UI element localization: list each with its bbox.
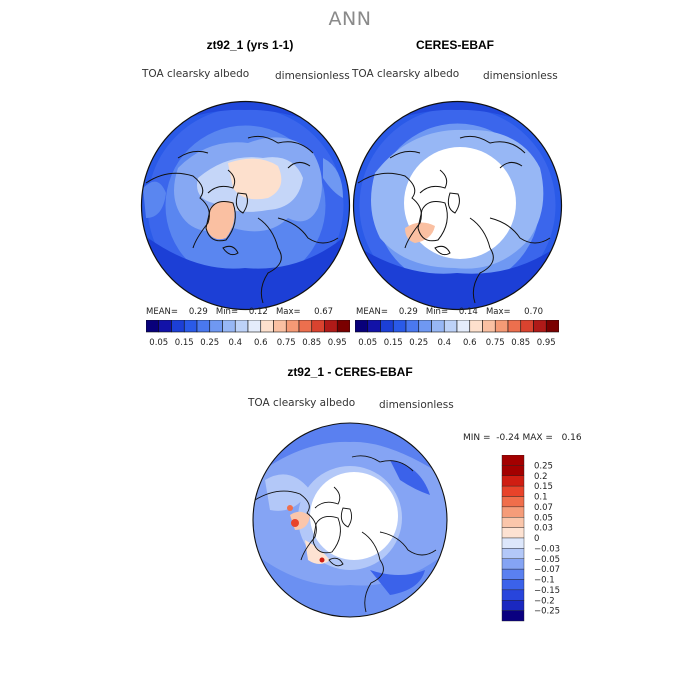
stats-obs: MEAN= 0.29 Min= 0.14 Max= 0.70 [356, 307, 544, 317]
figure-title: ANN [328, 8, 372, 30]
colorbar-diff-swatch [501, 537, 525, 549]
colorbar-model-swatch [222, 320, 236, 333]
colorbar-obs-swatch [507, 320, 522, 333]
colorbar-obs-tick-label: 0.85 [511, 338, 530, 348]
colorbar-diff-tick-label: 0.15 [534, 482, 553, 492]
colorbar-diff-swatch [501, 485, 525, 497]
colorbar-obs-swatch [392, 320, 407, 333]
variable-label-diff: TOA clearsky albedo [248, 397, 356, 409]
colorbar-model-swatch [260, 320, 274, 333]
colorbar-obs-tick-label: 0.75 [486, 338, 505, 348]
panel-title-model: zt92_1 (yrs 1-1) [206, 38, 294, 52]
colorbar-obs-swatch [380, 320, 394, 333]
stats-model: MEAN= 0.29 Min= 0.12 Max= 0.67 [146, 307, 334, 317]
colorbar-diff-swatch [501, 548, 525, 559]
variable-label-model: TOA clearsky albedo [142, 68, 250, 80]
colorbar-model-swatch [247, 320, 262, 333]
colorbar-diff-tick-label: 0.03 [534, 524, 553, 534]
colorbar-obs-swatch [520, 320, 534, 333]
colorbar-diff-swatch [501, 579, 525, 591]
colorbar-obs-tick-label: 0.15 [384, 338, 403, 348]
colorbar-diff-swatch [501, 455, 525, 466]
units-label-obs: dimensionless [483, 70, 558, 82]
colorbar-obs-swatch [367, 320, 381, 333]
colorbar-obs-swatch [545, 320, 559, 333]
colorbar-obs-swatch [533, 320, 547, 333]
colorbar-model-swatch [158, 320, 172, 333]
colorbar-model-tick-label: 0.05 [149, 338, 168, 348]
colorbar-model-swatch [209, 320, 223, 333]
colorbar-diff-tick-label: 0.1 [534, 493, 548, 503]
colorbar-diff-tick-label: −0.25 [534, 607, 560, 617]
colorbar-diff-tick-label: −0.03 [534, 544, 560, 554]
colorbar-model-swatch [146, 320, 160, 333]
colorbar-obs-tick-label: 0.6 [463, 338, 477, 348]
colorbar-model-tick-label: 0.15 [175, 338, 194, 348]
colorbar-diff-swatch [501, 558, 525, 570]
colorbar-diff-swatch [501, 496, 525, 508]
colorbar-model-tick-label: 0.4 [228, 338, 242, 348]
colorbar-diff-tick-label: 0 [534, 534, 539, 544]
colorbar-diff-tick-label: −0.1 [534, 576, 555, 586]
colorbar-model-swatch [285, 320, 300, 333]
polar-map-model [140, 100, 351, 311]
colorbar-model-swatch [298, 320, 313, 333]
colorbar-diff-swatch [501, 475, 525, 487]
colorbar-model-tick-label: 0.6 [254, 338, 268, 348]
colorbar-obs-swatch [443, 320, 458, 333]
colorbar-diff-tick-label: 0.07 [534, 503, 553, 513]
colorbar-model-swatch [324, 320, 338, 333]
colorbar-diff-swatch [501, 589, 525, 601]
colorbar-diff-swatch [501, 600, 525, 611]
colorbar-diff-swatch [501, 568, 525, 580]
colorbar-diff-tick-label: −0.15 [534, 586, 560, 596]
colorbar-obs: 0.05 0.15 0.25 0.4 0.6 0.75 0.85 0.95 [355, 320, 559, 348]
colorbar-diff-tick-label: −0.07 [534, 565, 560, 575]
colorbar-model-tick-label: 0.25 [200, 338, 219, 348]
colorbar-obs-swatch [405, 320, 420, 333]
colorbar-diff-swatch [501, 506, 525, 518]
colorbar-model-swatch [336, 320, 350, 333]
colorbar-diff-swatch [501, 527, 525, 539]
colorbar-diff: 0.250.20.150.10.070.050.030−0.03−0.05−0.… [501, 455, 560, 622]
colorbar-model-swatch [273, 320, 287, 333]
colorbar-model-tick-label: 0.95 [328, 338, 347, 348]
colorbar-diff-swatch [501, 610, 525, 622]
colorbar-model-tick-label: 0.85 [302, 338, 321, 348]
colorbar-obs-swatch [456, 320, 471, 333]
colorbar-obs-swatch [431, 320, 445, 333]
units-label-diff: dimensionless [379, 399, 454, 411]
units-label-model: dimensionless [275, 70, 350, 82]
diff-min-max: MIN = -0.24 MAX = 0.16 [463, 433, 582, 443]
colorbar-diff-tick-label: −0.05 [534, 555, 560, 565]
colorbar-model-swatch [234, 320, 249, 333]
colorbar-obs-swatch [482, 320, 496, 333]
polar-map-obs [352, 100, 563, 311]
colorbar-obs-tick-label: 0.05 [358, 338, 377, 348]
colorbar-diff-swatch [501, 517, 525, 528]
colorbar-obs-swatch [355, 320, 369, 333]
panel-title-diff: zt92_1 - CERES-EBAF [287, 365, 413, 379]
colorbar-obs-tick-label: 0.25 [409, 338, 428, 348]
colorbar-model-tick-label: 0.75 [277, 338, 296, 348]
colorbar-model: 0.05 0.15 0.25 0.4 0.6 0.75 0.85 0.95 [146, 320, 350, 348]
colorbar-diff-tick-label: 0.25 [534, 461, 553, 471]
colorbar-model-swatch [196, 320, 211, 333]
colorbar-obs-tick-label: 0.4 [437, 338, 451, 348]
variable-label-obs: TOA clearsky albedo [352, 68, 460, 80]
colorbar-obs-swatch [469, 320, 483, 333]
colorbar-diff-tick-label: −0.2 [534, 596, 555, 606]
polar-map-diff [252, 422, 448, 618]
colorbar-model-swatch [311, 320, 325, 333]
colorbar-model-swatch [183, 320, 198, 333]
colorbar-diff-swatch [501, 465, 525, 476]
colorbar-diff-tick-label: 0.05 [534, 513, 553, 523]
colorbar-model-swatch [171, 320, 185, 333]
colorbar-obs-swatch [494, 320, 509, 333]
panel-title-obs: CERES-EBAF [415, 38, 494, 52]
colorbar-obs-swatch [418, 320, 432, 333]
colorbar-diff-tick-label: 0.2 [534, 472, 548, 482]
colorbar-obs-tick-label: 0.95 [537, 338, 556, 348]
